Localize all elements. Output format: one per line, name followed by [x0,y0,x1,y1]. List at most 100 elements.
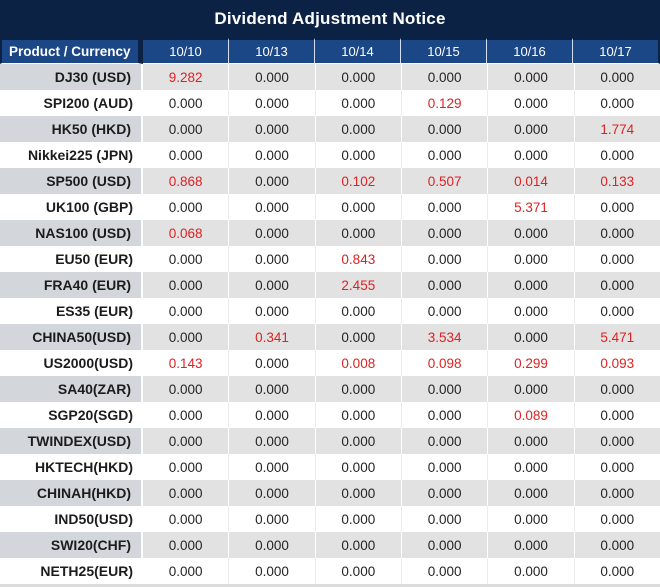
value-cell-highlighted: 0.143 [168,355,203,371]
table-header-row: Product / Currency 10/10 10/13 10/14 10/15 1… [0,38,660,64]
column-header-date-10-10: 10/10 [143,38,228,64]
value-cell-highlighted: 0.008 [314,350,401,376]
product-cell: IND50(USD) [54,511,133,527]
product-cell: UK100 (GBP) [45,199,133,215]
column-header-product-currency: Product / Currency [0,38,143,64]
table-row: SPI200 (AUD) 0.000 0.000 0.000 0.129 0.000 0.0… [0,90,660,116]
value-cell: 0.000 [400,532,488,558]
value-cell: 0.000 [228,480,315,506]
table-row: SA40(ZAR) 0.000 0.000 0.000 0.000 0.000 0.000 [0,376,660,402]
product-cell: CHINAH(HKD) [0,480,143,506]
value-cell: 0.000 [487,376,574,402]
product-cell: FRA40 (EUR) [0,272,143,298]
value-cell: 0.000 [228,532,315,558]
product-cell: DJ30 (USD) [0,64,143,90]
value-cell: 0.000 [228,142,314,168]
product-cell: US2000(USD) [43,355,133,371]
value-cell: 0.000 [228,506,314,532]
value-cell: 0.000 [487,90,573,116]
product-cell: SGP20(SGD) [48,407,133,423]
value-cell: 0.000 [487,220,574,246]
value-cell: 0.000 [228,402,314,428]
value-cell: 0.000 [314,532,401,558]
value-cell: 0.000 [143,324,229,350]
value-cell: 0.000 [314,428,401,454]
value-cell: 0.000 [228,90,314,116]
value-cell: 0.000 [487,506,573,532]
table-row: US2000(USD) 0.143 0.000 0.008 0.098 0.299 0.09… [0,350,660,376]
value-cell: 0.000 [143,272,229,298]
value-cell: 0.000 [487,454,573,480]
product-cell: TWINDEX(USD) [0,428,143,454]
value-cell: 0.000 [314,376,401,402]
table-row: HK50 (HKD) 0.000 0.000 0.000 0.000 0.000 1.774 [0,116,660,142]
value-cell: 0.000 [573,64,660,90]
value-cell: 0.000 [314,194,401,220]
table-row: EU50 (EUR) 0.000 0.000 0.843 0.000 0.000 0.000 [0,246,660,272]
value-cell-highlighted: 5.471 [573,324,660,350]
value-cell-highlighted: 0.093 [573,350,660,376]
value-cell: 0.000 [228,64,315,90]
value-cell: 0.000 [168,511,203,527]
product-cell: SA40(ZAR) [0,376,143,402]
value-cell: 0.000 [573,558,660,584]
value-cell: 0.000 [228,376,315,402]
product-cell: SWI20(CHF) [0,532,143,558]
value-cell: 0.000 [400,558,487,584]
value-cell: 0.000 [573,454,660,480]
value-cell: 0.000 [573,428,660,454]
table-row: SP500 (USD) 0.868 0.000 0.102 0.507 0.014 0.13… [0,168,660,194]
value-cell: 0.000 [487,324,574,350]
value-cell-highlighted: 3.534 [400,324,488,350]
table-row: SWI20(CHF) 0.000 0.000 0.000 0.000 0.000 0.000 [0,532,660,558]
value-cell: 0.000 [573,272,660,298]
value-cell: 0.000 [400,454,487,480]
value-cell-highlighted: 0.133 [573,168,660,194]
value-cell: 0.000 [400,480,488,506]
value-cell: 0.000 [573,506,660,532]
value-cell: 0.000 [400,298,487,324]
table-row: IND50(USD) 0.000 0.000 0.000 0.000 0.000 0.000 [0,506,660,532]
column-header-date-10-16: 10/16 [486,38,572,64]
value-cell: 0.000 [168,563,203,579]
value-cell: 0.000 [168,459,203,475]
value-cell-highlighted: 0.089 [487,402,573,428]
product-cell: SP500 (USD) [0,168,143,194]
value-cell: 0.000 [573,142,660,168]
table-row: CHINAH(HKD) 0.000 0.000 0.000 0.000 0.000 0.00… [0,480,660,506]
value-cell-highlighted: 9.282 [143,64,229,90]
page-title: Dividend Adjustment Notice [214,9,446,28]
value-cell-highlighted: 0.507 [400,168,488,194]
product-cell: HKTECH(HKD) [35,459,133,475]
value-cell: 0.000 [143,376,229,402]
value-cell: 0.000 [400,116,488,142]
value-cell: 0.000 [400,272,488,298]
table-row: FRA40 (EUR) 0.000 0.000 2.455 0.000 0.000 0.00… [0,272,660,298]
value-cell: 0.000 [228,194,314,220]
value-cell: 0.000 [143,428,229,454]
product-cell: Nikkei225 (JPN) [27,147,133,163]
value-cell: 0.000 [168,251,203,267]
value-cell: 0.000 [400,246,487,272]
product-cell: SPI200 (AUD) [43,95,133,111]
value-cell-highlighted: 1.774 [573,116,660,142]
value-cell: 0.000 [168,407,203,423]
value-cell: 0.000 [314,454,401,480]
value-cell: 0.000 [487,116,574,142]
value-cell: 0.000 [400,428,488,454]
table-row: NAS100 (USD) 0.068 0.000 0.000 0.000 0.000 0.0… [0,220,660,246]
value-cell-highlighted: 5.371 [487,194,573,220]
product-cell: ES35 (EUR) [55,303,133,319]
value-cell: 0.000 [487,272,574,298]
value-cell: 0.000 [487,558,573,584]
value-cell: 0.000 [487,480,574,506]
column-header-date-10-13: 10/13 [228,38,314,64]
value-cell-highlighted: 0.341 [228,324,315,350]
table-row: NETH25(EUR) 0.000 0.000 0.000 0.000 0.000 0.00… [0,558,660,584]
value-cell-highlighted: 0.843 [314,246,401,272]
value-cell: 0.000 [143,532,229,558]
value-cell: 0.000 [314,558,401,584]
product-cell: NETH25(EUR) [40,563,133,579]
value-cell: 0.000 [573,480,660,506]
value-cell: 0.000 [314,324,401,350]
